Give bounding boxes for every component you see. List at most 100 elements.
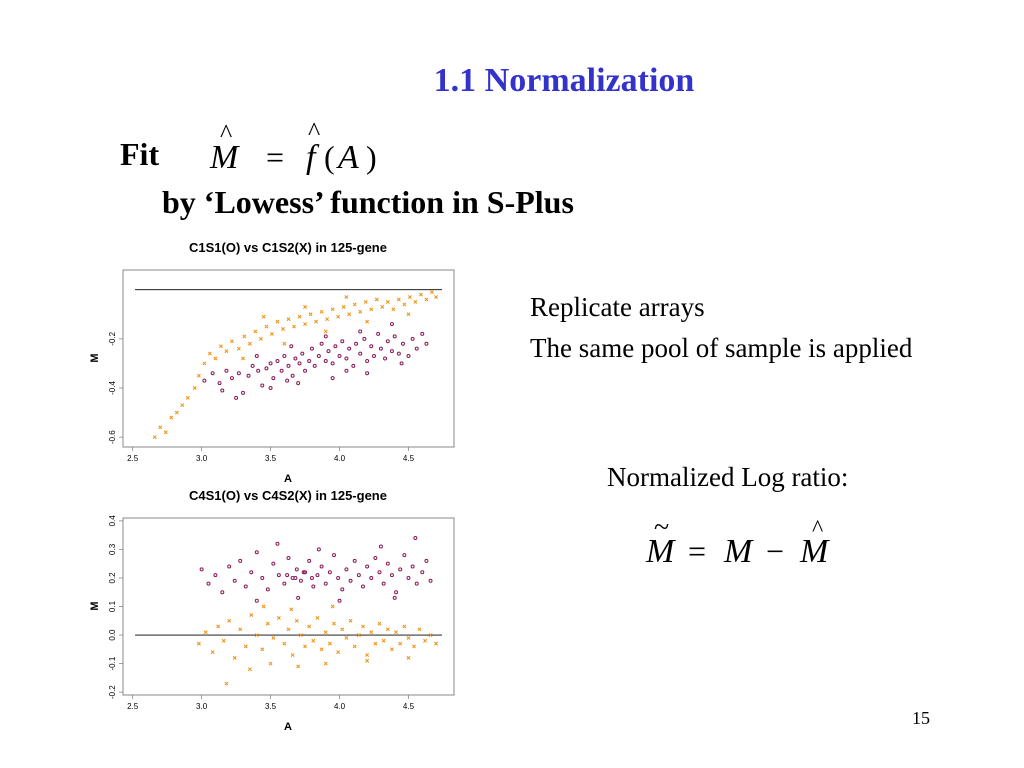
- point-x: [308, 312, 313, 317]
- point-o: [360, 584, 365, 589]
- point-o: [319, 564, 324, 569]
- note-normalized-log-ratio: Normalized Log ratio:: [607, 462, 849, 492]
- point-o: [303, 570, 308, 575]
- point-o: [385, 339, 390, 344]
- point-x: [356, 633, 361, 638]
- point-o: [351, 363, 356, 368]
- point-x: [361, 624, 365, 629]
- point-o: [307, 558, 312, 563]
- point-o: [307, 358, 312, 363]
- point-o: [365, 358, 370, 363]
- point-x: [341, 304, 346, 309]
- point-x: [247, 341, 252, 346]
- point-o: [344, 567, 349, 572]
- point-x: [402, 302, 407, 307]
- plot1-title: C1S1(O) vs C1S2(X) in 125-gene: [189, 240, 387, 255]
- point-x: [238, 627, 243, 632]
- x-tick-label: 3.5: [265, 702, 277, 711]
- point-o: [383, 356, 388, 361]
- point-x: [298, 633, 303, 638]
- x-tick-label: 2.5: [127, 454, 139, 463]
- point-x: [196, 641, 201, 646]
- point-x: [325, 317, 330, 322]
- point-x: [413, 300, 418, 304]
- plot2-x-ticks: 2.5 3.0 3.5 4.0 4.5: [127, 695, 415, 711]
- point-o: [414, 581, 419, 586]
- point-o: [424, 341, 429, 346]
- point-x: [428, 633, 433, 638]
- point-x: [311, 638, 316, 643]
- point-x: [218, 344, 223, 349]
- point-x: [373, 641, 378, 646]
- point-o: [365, 371, 370, 376]
- point-o: [282, 354, 287, 359]
- point-x: [330, 307, 335, 312]
- point-o: [327, 570, 332, 575]
- point-o: [358, 351, 363, 356]
- point-o: [254, 354, 259, 359]
- point-x: [377, 621, 382, 626]
- point-x: [216, 624, 221, 629]
- point-o: [276, 573, 281, 578]
- x-tick-label: 4.5: [403, 702, 415, 711]
- plot2-y-ticks: 0.4 0.3 0.2 0.1 0.0 -0.1 -0.2: [108, 515, 123, 699]
- plot1-y-ticks: -0.2 -0.4 -0.6: [108, 331, 123, 444]
- point-o: [285, 573, 290, 578]
- point-o: [414, 346, 419, 351]
- point-x: [185, 395, 190, 400]
- y-tick-label: 0.4: [108, 515, 117, 527]
- plot1-xlabel: A: [284, 473, 292, 485]
- point-x: [348, 618, 353, 623]
- point-x: [369, 630, 374, 635]
- plot1-ylabel: M: [89, 353, 101, 362]
- point-o: [398, 567, 403, 572]
- point-o: [279, 368, 284, 373]
- point-o: [286, 555, 291, 560]
- point-o: [340, 339, 345, 344]
- point-o: [264, 366, 269, 371]
- point-o: [275, 358, 280, 363]
- point-o: [396, 351, 401, 356]
- point-x: [369, 307, 374, 312]
- point-x: [227, 618, 232, 623]
- plot1-frame: [122, 269, 455, 448]
- point-o: [315, 573, 320, 578]
- point-x: [282, 341, 287, 346]
- point-o: [199, 567, 204, 572]
- point-o: [323, 334, 328, 339]
- point-x: [286, 317, 291, 322]
- point-x: [336, 650, 341, 655]
- point-x: [264, 324, 269, 329]
- point-x: [224, 681, 229, 686]
- point-o: [385, 561, 390, 566]
- point-x: [327, 641, 332, 646]
- point-o: [392, 595, 397, 600]
- plot1-x-ticks: 2.5 3.0 3.5 4.0 4.5: [127, 447, 415, 463]
- formula1-lhs: M: [209, 139, 240, 176]
- point-x: [289, 607, 294, 612]
- point-o: [347, 346, 352, 351]
- point-o: [332, 553, 337, 558]
- point-x: [391, 307, 396, 312]
- point-x: [297, 314, 302, 319]
- point-o: [213, 573, 218, 578]
- point-o: [365, 564, 370, 569]
- formula1-open-paren: (: [324, 139, 335, 175]
- point-o: [348, 578, 353, 583]
- point-o: [420, 570, 425, 575]
- formula2-mhat: M: [799, 533, 830, 570]
- point-o: [369, 575, 374, 580]
- point-x: [347, 312, 352, 317]
- point-o: [372, 354, 377, 359]
- point-x: [344, 635, 349, 640]
- point-x: [303, 644, 308, 649]
- formula1-close-paren: ): [366, 139, 377, 175]
- point-x: [247, 667, 252, 672]
- point-o: [352, 558, 357, 563]
- point-o: [413, 535, 418, 540]
- point-o: [256, 368, 261, 373]
- point-o: [227, 564, 232, 569]
- point-o: [337, 354, 342, 359]
- plot2-xlabel: A: [284, 721, 292, 733]
- point-o: [316, 547, 321, 552]
